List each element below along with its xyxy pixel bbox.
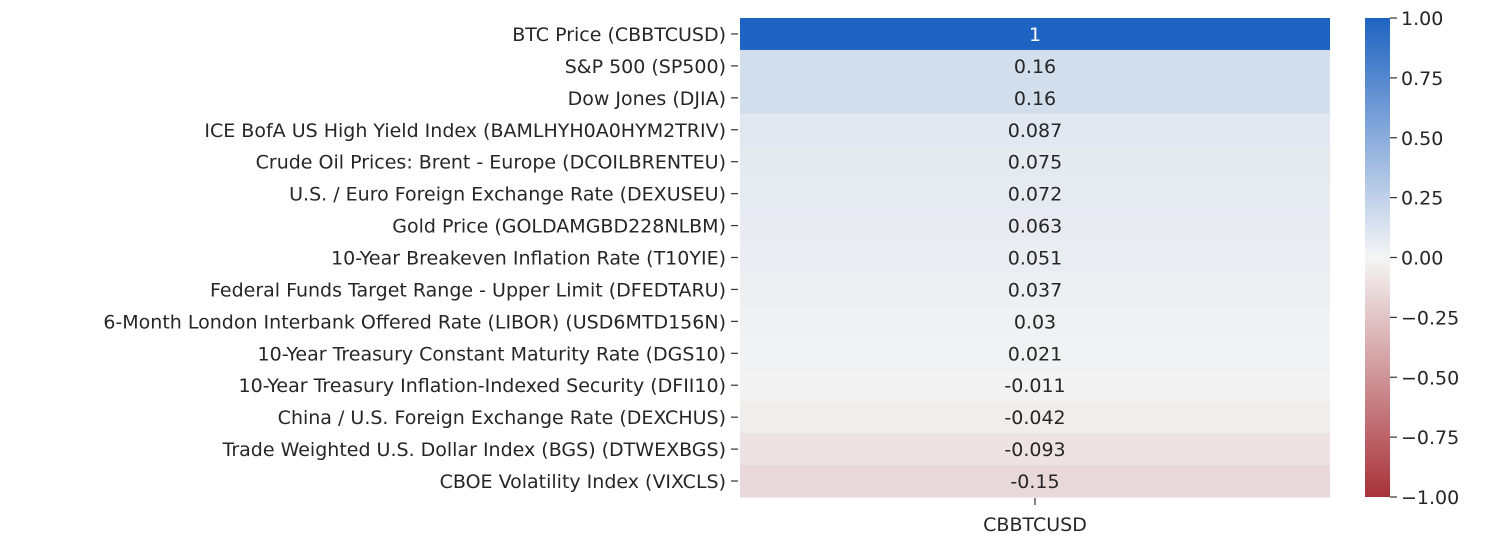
heatmap-cell <box>740 81 1330 115</box>
column-labels: CBBTCUSD <box>983 498 1087 536</box>
colorbar-tick-label: 0.00 <box>1401 248 1443 270</box>
heatmap-cell <box>740 49 1330 83</box>
colorbar-tick-label: 1.00 <box>1401 8 1443 30</box>
row-label: Trade Weighted U.S. Dollar Index (BGS) (… <box>222 439 726 461</box>
colorbar-tick-label: 0.50 <box>1401 128 1443 150</box>
row-label: CBOE Volatility Index (VIXCLS) <box>440 471 726 493</box>
row-label: 10-Year Treasury Constant Maturity Rate … <box>258 343 726 365</box>
cell-annotation: 0.051 <box>1008 248 1062 270</box>
column-label: CBBTCUSD <box>983 514 1087 536</box>
cell-annotation: -0.093 <box>1004 439 1065 461</box>
colorbar-gradient <box>1365 18 1390 497</box>
row-label: Dow Jones (DJIA) <box>568 88 726 110</box>
heatmap-cell <box>740 369 1330 402</box>
cell-annotation: 0.075 <box>1008 152 1062 174</box>
cell-annotation: 0.16 <box>1014 56 1056 78</box>
row-label: China / U.S. Foreign Exchange Rate (DEXC… <box>278 407 726 429</box>
row-label: 6-Month London Interbank Offered Rate (L… <box>103 311 726 333</box>
heatmap-cells <box>740 18 1330 498</box>
cell-annotation: 0.021 <box>1008 343 1062 365</box>
heatmap-cell <box>740 177 1330 211</box>
row-label: ICE BofA US High Yield Index (BAMLHYH0A0… <box>204 120 726 142</box>
heatmap-cell <box>740 337 1330 370</box>
row-label: Crude Oil Prices: Brent - Europe (DCOILB… <box>256 152 726 174</box>
row-label: BTC Price (CBBTCUSD) <box>512 24 726 46</box>
cell-annotation: 0.063 <box>1008 216 1062 238</box>
row-labels: BTC Price (CBBTCUSD) S&P 500 (SP500) Dow J… <box>103 24 738 493</box>
cell-annotation: 0.16 <box>1014 88 1056 110</box>
row-label: Gold Price (GOLDAMGBD228NLBM) <box>392 216 726 238</box>
cell-annotation: 0.087 <box>1008 120 1062 142</box>
row-label: 10-Year Breakeven Inflation Rate (T10YIE… <box>331 248 726 270</box>
heatmap-cell <box>740 273 1330 306</box>
heatmap-cell <box>740 145 1330 179</box>
cell-annotation: 0.03 <box>1014 311 1056 333</box>
cell-annotation: -0.042 <box>1004 407 1065 429</box>
colorbar-tick-label: 0.75 <box>1401 68 1443 90</box>
colorbar-tick-label: −0.25 <box>1401 307 1459 329</box>
heatmap-cell <box>740 241 1330 274</box>
row-label: 10-Year Treasury Inflation-Indexed Secur… <box>239 375 726 397</box>
colorbar-tick-label: −0.50 <box>1401 367 1459 389</box>
colorbar: 1.00 0.75 0.50 0.25 0.00 −0.25 −0.50 −0.75 −1.00 <box>1365 8 1459 509</box>
heatmap-cell <box>740 465 1330 498</box>
row-label: U.S. / Euro Foreign Exchange Rate (DEXUS… <box>289 184 726 206</box>
heatmap-cell <box>740 209 1330 243</box>
heatmap-cell <box>740 305 1330 338</box>
row-label: S&P 500 (SP500) <box>565 56 726 78</box>
cell-annotation: 0.072 <box>1008 184 1062 206</box>
cell-annotation: -0.011 <box>1004 375 1065 397</box>
heatmap-annotations: 1 0.16 0.16 0.087 0.075 0.072 0.063 0.051 0.037 0… <box>1004 24 1065 493</box>
cell-annotation: 1 <box>1029 24 1041 46</box>
row-label: Federal Funds Target Range - Upper Limit… <box>210 279 726 301</box>
cell-annotation: -0.15 <box>1010 471 1059 493</box>
heatmap-cell <box>740 401 1330 434</box>
colorbar-tick-label: 0.25 <box>1401 188 1443 210</box>
colorbar-tick-label: −1.00 <box>1401 487 1459 509</box>
heatmap-cell <box>740 113 1330 147</box>
heatmap-cell <box>740 433 1330 466</box>
colorbar-tick-label: −0.75 <box>1401 427 1459 449</box>
cell-annotation: 0.037 <box>1008 279 1062 301</box>
heatmap-cell <box>740 18 1330 51</box>
